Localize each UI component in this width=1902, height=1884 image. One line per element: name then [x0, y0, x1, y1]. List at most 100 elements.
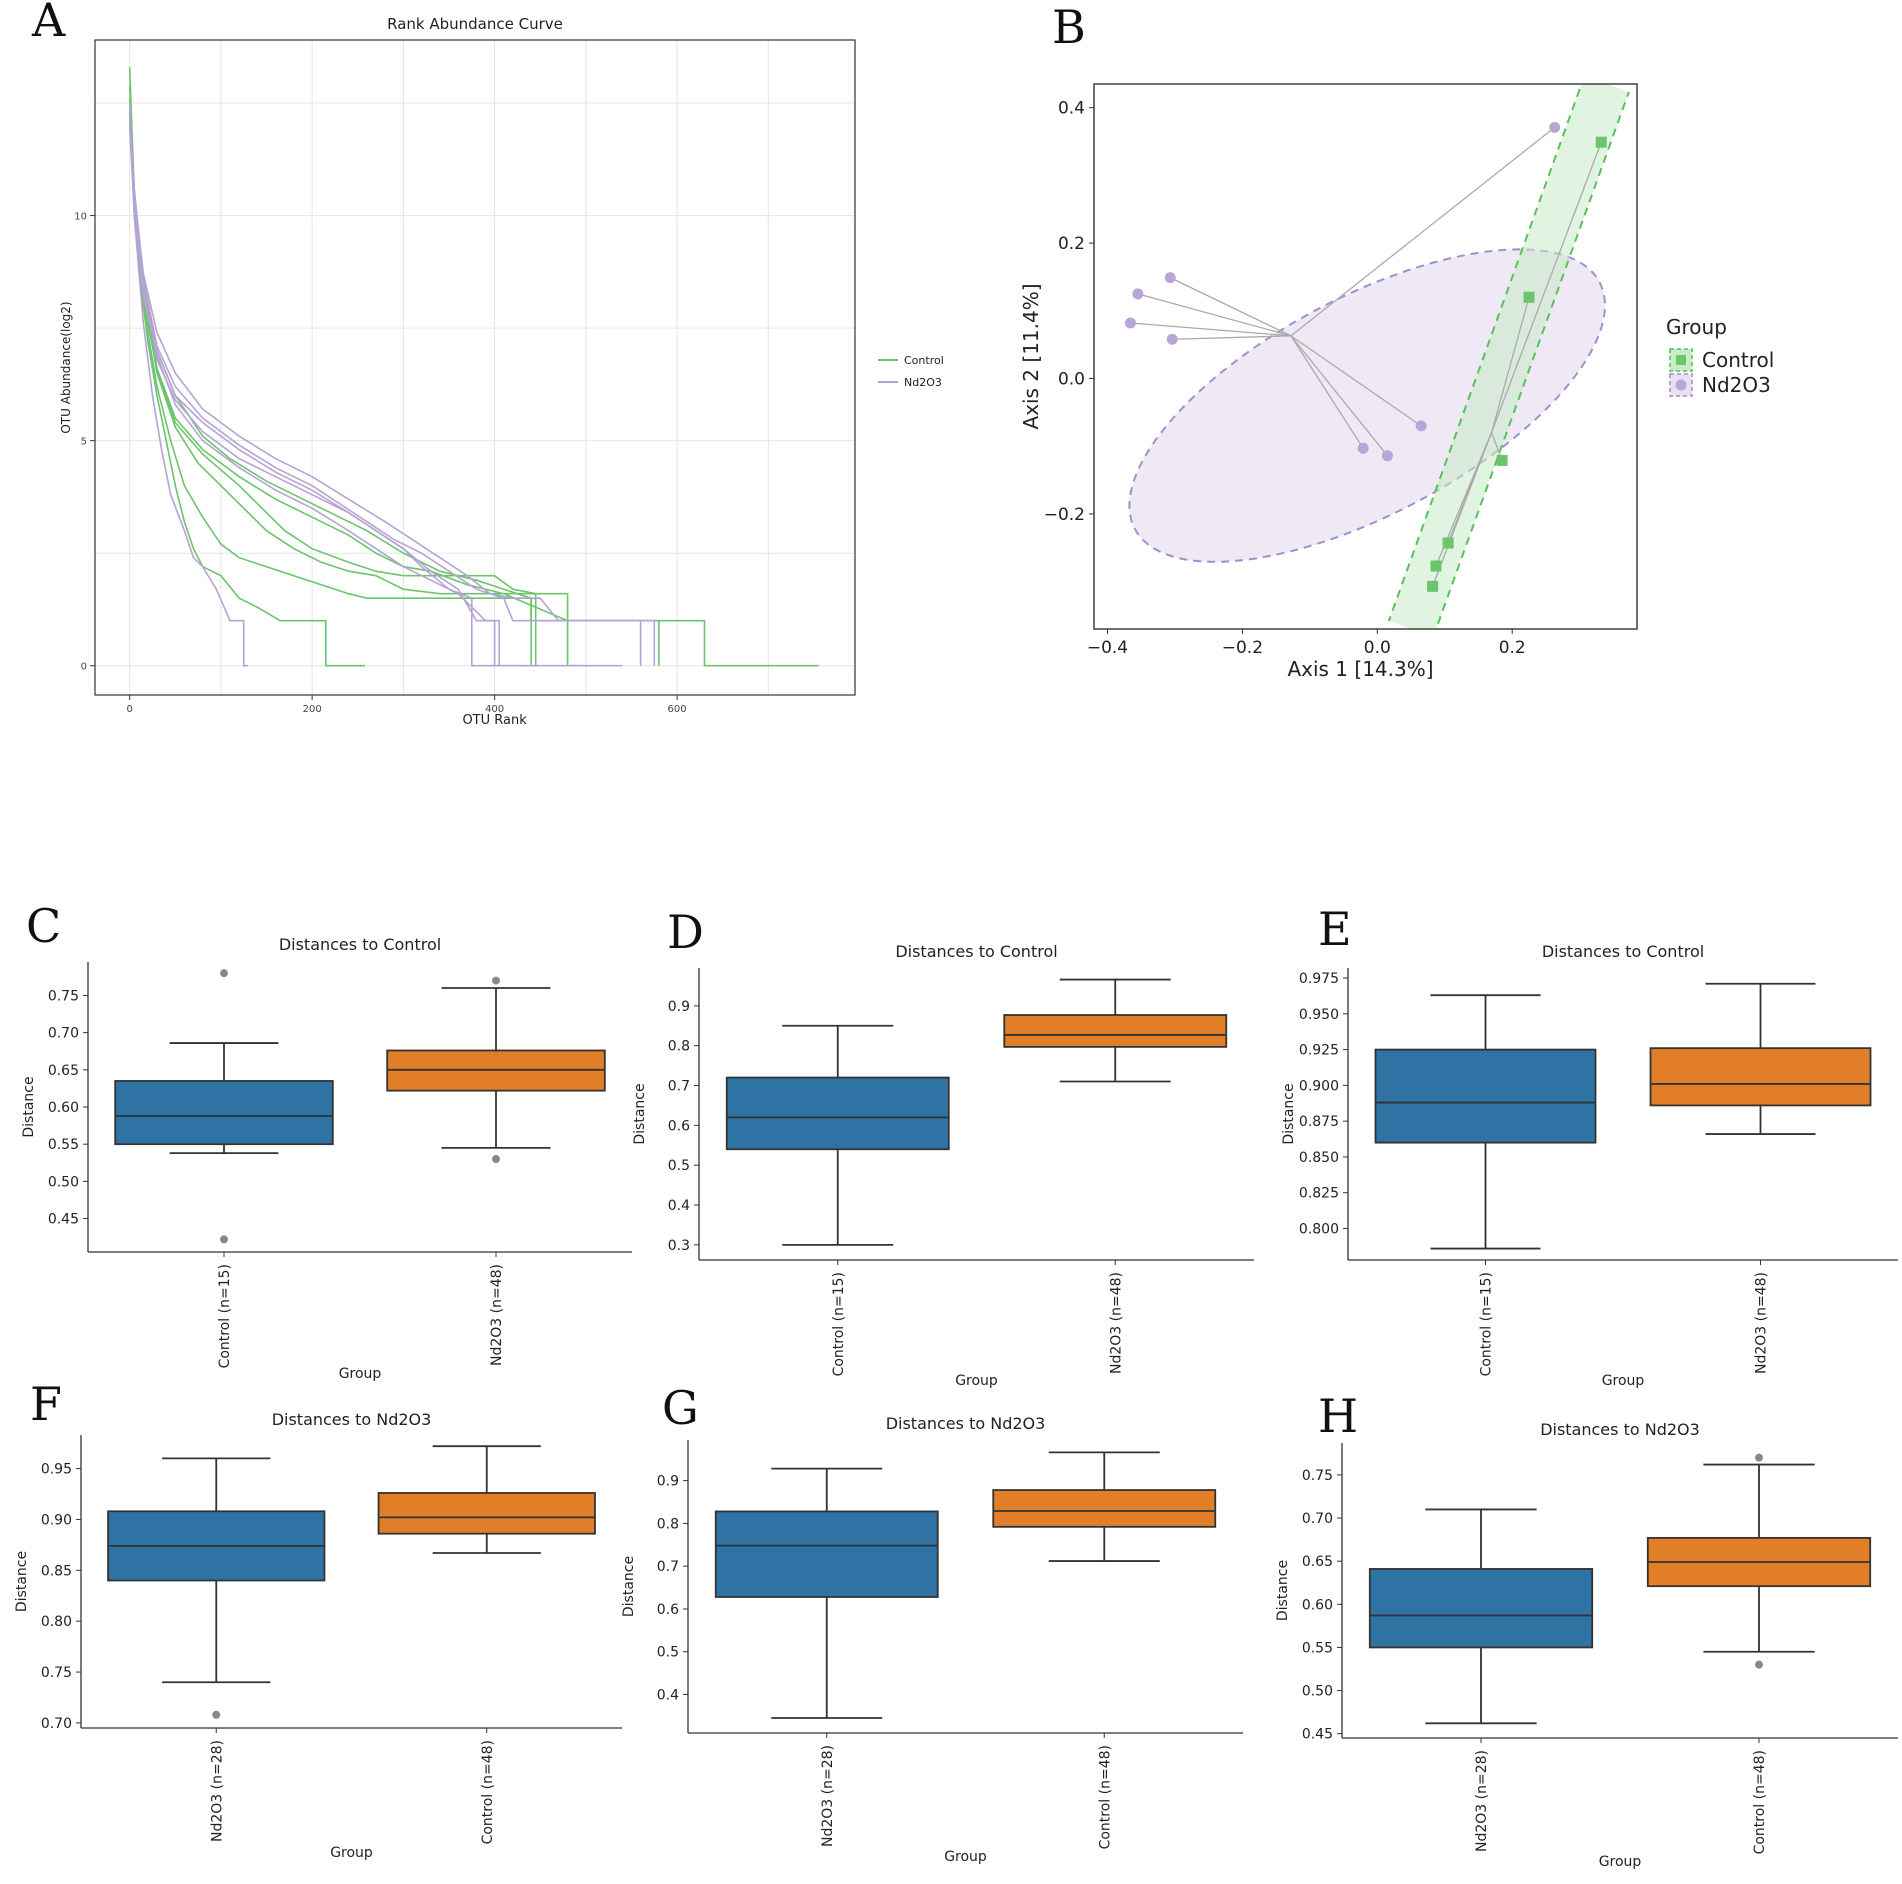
x-tick-label: Control (n=15) [1479, 1272, 1495, 1376]
y-axis-label: Axis 2 [11.4%] [1019, 283, 1043, 429]
legend-title: Group [1666, 315, 1727, 339]
x-tick-label: Control (n=48) [480, 1740, 496, 1844]
y-tick-label: 0.5 [657, 1645, 679, 1661]
spoke-control [1490, 141, 1602, 433]
y-tick-label: 0.65 [1302, 1554, 1333, 1570]
panel-f-boxplot: 0.70 0.75 0.80 0.85 0.90 0.95 Nd2O3 (n=28) Cont… [14, 1410, 622, 1861]
x-tick-label: Nd2O3 (n=28) [820, 1745, 836, 1847]
series-line-nd2o3 [128, 111, 656, 666]
series-line-nd2o3 [128, 102, 249, 667]
x-tick-label: −0.4 [1087, 638, 1128, 658]
y-tick-label: 0.3 [668, 1238, 690, 1254]
spoke-nd2o3 [1290, 335, 1364, 449]
y-tick-label: 0.85 [41, 1563, 72, 1579]
x-tick-label: Nd2O3 (n=48) [489, 1264, 505, 1366]
spoke-nd2o3 [1169, 277, 1292, 337]
x-axis-label: Group [955, 1373, 998, 1389]
box-orange [1003, 1014, 1228, 1048]
plot-border [94, 39, 856, 696]
point-control [1523, 291, 1535, 303]
point-nd2o3 [1166, 333, 1178, 345]
spoke-control [1432, 432, 1493, 587]
y-axis-label: Distance [21, 1076, 37, 1137]
x-tick-label: Nd2O3 (n=28) [1474, 1750, 1490, 1852]
x-axis-label: Group [1599, 1854, 1642, 1870]
outlier-point [1755, 1660, 1763, 1669]
panel-letter-g: G [662, 1381, 699, 1435]
y-tick-label: 0.95 [41, 1462, 72, 1478]
spoke-nd2o3 [1137, 293, 1292, 337]
point-control [1496, 454, 1508, 466]
spoke-nd2o3 [1290, 126, 1556, 337]
x-tick-label: Control (n=15) [217, 1264, 233, 1368]
point-control [1427, 580, 1439, 592]
outlier-point [212, 1710, 221, 1719]
y-tick-label: 0.950 [1299, 1007, 1339, 1023]
y-tick-label: 0.5 [668, 1158, 690, 1174]
y-tick-label: 0.75 [41, 1665, 72, 1681]
legend-marker-control [1676, 355, 1686, 365]
x-axis-label: Group [944, 1849, 987, 1865]
y-tick-label: 0.50 [1302, 1684, 1333, 1700]
y-tick-label: 0.7 [668, 1079, 690, 1095]
y-tick-label: 0.975 [1299, 971, 1339, 987]
panel-letter-c: C [26, 899, 61, 953]
y-tick-label: 0.60 [1302, 1597, 1333, 1613]
plot-area [95, 40, 855, 695]
point-control [1595, 136, 1607, 148]
x-tick-label: 600 [668, 704, 687, 715]
outlier-point [220, 969, 228, 978]
y-tick-label: 0.0 [1058, 370, 1085, 390]
y-tick-label: 0.70 [41, 1716, 72, 1732]
x-tick-label: Control (n=48) [1752, 1750, 1768, 1854]
spoke-control [1490, 297, 1530, 433]
y-tick-label: 0.70 [48, 1026, 79, 1042]
y-tick-label: 0.800 [1299, 1222, 1339, 1238]
box-blue [114, 1080, 334, 1146]
y-tick-label: 0.55 [1302, 1640, 1333, 1656]
plot-border [1093, 83, 1638, 630]
x-tick-label: Nd2O3 (n=28) [209, 1740, 225, 1842]
point-nd2o3 [1381, 450, 1393, 462]
panel-letter-h: H [1318, 1389, 1358, 1443]
y-tick-label: 0.925 [1299, 1043, 1339, 1059]
x-axis-label: Group [1602, 1373, 1645, 1389]
box-orange [1649, 1047, 1872, 1107]
x-tick-label: Nd2O3 (n=48) [1108, 1272, 1124, 1374]
outlier-point [1755, 1453, 1763, 1462]
y-tick-label: 0.80 [41, 1614, 72, 1630]
x-tick-label: 0 [126, 704, 132, 715]
x-tick-label: −0.2 [1222, 638, 1263, 658]
chart-title: Distances to Nd2O3 [1540, 1420, 1700, 1439]
y-tick-label: 0.7 [657, 1559, 679, 1575]
point-control [1430, 560, 1442, 572]
legend-label: Nd2O3 [1702, 373, 1771, 397]
x-tick-label: 0.0 [1364, 638, 1391, 658]
chart-title: Distances to Control [1542, 942, 1704, 961]
outlier-point [492, 1155, 500, 1164]
y-tick-label: 0.45 [48, 1212, 79, 1228]
point-nd2o3 [1132, 288, 1144, 300]
outlier-point [220, 1235, 228, 1244]
point-nd2o3 [1124, 317, 1136, 329]
series-line-nd2o3 [128, 107, 522, 667]
y-tick-label: 0.8 [668, 1039, 690, 1055]
panel-b-pcoa: −0.4 −0.2 0.0 0.2 0.4 0.2 0.0 −0.2 Axis 1 [14.3%… [1019, 83, 1774, 681]
point-control [1442, 537, 1454, 549]
x-tick-label: 400 [485, 704, 504, 715]
y-tick-label: 0.4 [1058, 99, 1085, 119]
panel-letter-a: A [31, 0, 66, 47]
panel-c-boxplot: 0.45 0.50 0.55 0.60 0.65 0.70 0.75 Control (n=1… [21, 935, 632, 1382]
panel-letter-e: E [1318, 902, 1352, 956]
outlier-point [492, 976, 500, 985]
y-axis-label: Distance [1281, 1083, 1297, 1144]
y-tick-label: 0.75 [1302, 1468, 1333, 1484]
ellipse-control-fill [1388, 84, 1629, 629]
x-tick-label: Control (n=48) [1097, 1745, 1113, 1849]
y-tick-label: 0.45 [1302, 1727, 1333, 1743]
chart-title: Distances to Nd2O3 [886, 1414, 1046, 1433]
y-tick-label: 0.850 [1299, 1150, 1339, 1166]
y-tick-label: 0.6 [668, 1118, 690, 1134]
y-tick-label: 0.4 [657, 1688, 679, 1704]
y-tick-label: 0.9 [668, 999, 690, 1015]
